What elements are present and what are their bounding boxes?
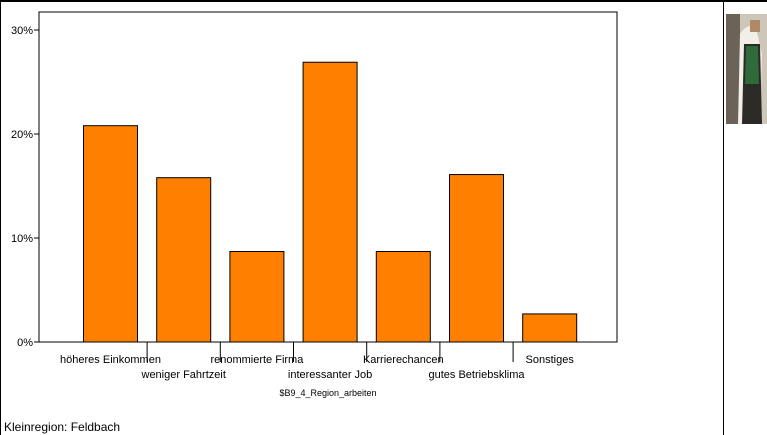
bars	[83, 61, 578, 343]
bar	[229, 251, 285, 343]
y-tick-label: 10%	[11, 233, 33, 245]
bar-chart: 0% 10% 20% 30% höheres Einkommen weniger Fah…	[11, 11, 618, 398]
panel-divider	[723, 2, 724, 435]
y-tick-label: 0%	[17, 337, 33, 349]
x-tick-label: renommierte Firma	[210, 354, 304, 366]
bar	[522, 313, 578, 343]
x-axis-title: $B9_4_Region_arbeiten	[279, 388, 376, 398]
y-tick-label: 30%	[11, 25, 33, 37]
x-tick-label: höheres Einkommen	[60, 354, 161, 366]
frame-left-border	[0, 0, 1, 435]
bar	[83, 125, 138, 343]
x-tick-label: Karrierechancen	[363, 354, 444, 366]
x-axis: höheres Einkommen weniger Fahrtzeit renomm…	[60, 342, 574, 381]
thumbnail-photo[interactable]	[726, 14, 767, 124]
footer-region-label: Kleinregion: Feldbach	[4, 420, 121, 434]
x-tick-label: interessanter Job	[288, 369, 372, 381]
bar	[449, 174, 504, 343]
bar	[302, 61, 358, 343]
bar	[156, 177, 212, 343]
x-tick-label: weniger Fahrtzeit	[141, 369, 226, 381]
frame-top-border	[0, 0, 767, 2]
x-tick-label: gutes Betriebsklima	[429, 369, 526, 381]
y-tick-label: 20%	[11, 129, 33, 141]
x-tick-label: Sonstiges	[526, 354, 575, 366]
y-axis: 0% 10% 20% 30%	[11, 25, 39, 349]
bar	[375, 251, 431, 343]
